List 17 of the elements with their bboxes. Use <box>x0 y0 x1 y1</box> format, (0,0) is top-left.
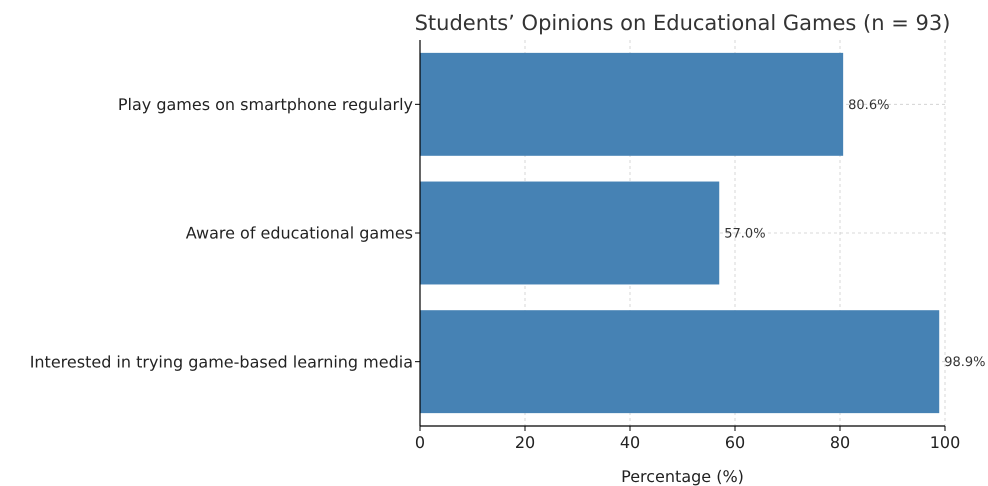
x-tick-label: 40 <box>620 433 640 452</box>
x-axis-title: Percentage (%) <box>621 467 744 486</box>
data-label: 98.9% <box>944 355 986 370</box>
bar <box>420 182 720 284</box>
bar <box>420 310 940 414</box>
data-label: 80.6% <box>848 98 890 113</box>
y-tick-label: Aware of educational games <box>186 224 413 243</box>
y-tick-label: Play games on smartphone regularly <box>118 94 413 114</box>
x-tick-label: 80 <box>830 433 850 452</box>
x-tick-label: 20 <box>514 433 536 452</box>
data-label: 57.0% <box>724 226 766 242</box>
x-tick-label: 0 <box>414 433 426 452</box>
x-tick-label: 100 <box>930 433 960 452</box>
chart-title: Students’ Opinions on Educational Games (n = 93) <box>414 11 950 35</box>
x-tick-label: 60 <box>724 433 746 452</box>
bar <box>420 52 844 156</box>
y-tick-label: Interested in trying game-based learning media <box>30 352 413 372</box>
